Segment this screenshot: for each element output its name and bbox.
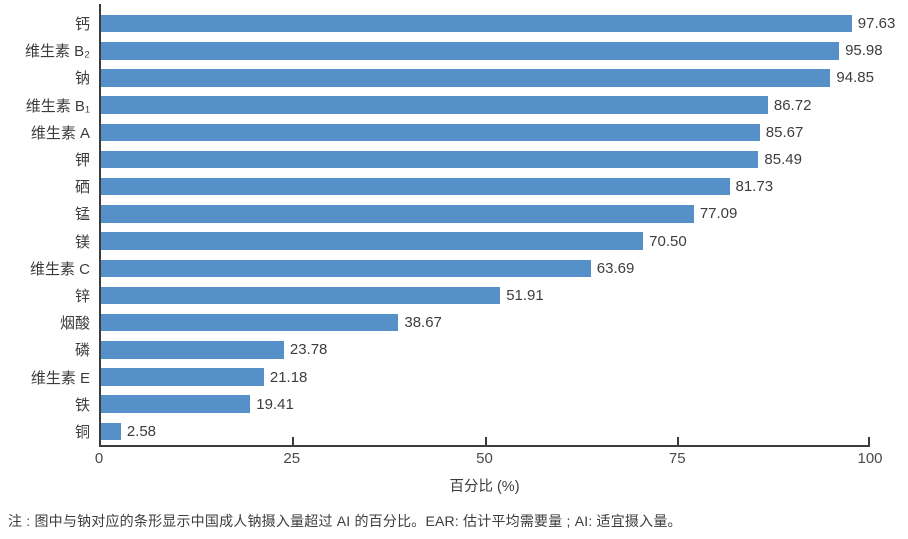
bar-track: 81.73 (99, 177, 870, 196)
x-tick-mark (291, 437, 294, 445)
bar-row: 烟酸 38.67 (0, 309, 908, 336)
bar (101, 42, 840, 60)
x-tick-label: 100 (857, 450, 883, 467)
value-label: 70.50 (649, 232, 687, 250)
category-label: 维生素 E (30, 369, 90, 387)
bar (101, 341, 284, 359)
x-tick-label: 75 (668, 450, 686, 467)
value-label: 38.67 (404, 314, 442, 332)
bar-row: 维生素 E 21.18 (0, 363, 908, 390)
bar-row: 铜 2.58 (0, 418, 908, 445)
x-tick-label: 50 (476, 450, 493, 467)
category-label: 铜 (74, 423, 90, 441)
bar (101, 177, 730, 196)
value-label: 2.58 (126, 422, 157, 440)
bar (101, 313, 399, 332)
category-label: 硒 (74, 179, 90, 197)
value-label: 85.67 (765, 123, 804, 141)
bar-rows: 钙 97.63 维生素 B₂ 95.98 钠 94.85 维生素 B₁ 86.7… (0, 10, 908, 445)
bar (101, 286, 501, 305)
bar-row: 锌 51.91 (0, 282, 908, 309)
bar-row: 维生素 B₂ 95.98 (0, 37, 908, 64)
value-label: 21.18 (269, 368, 308, 386)
bar-track: 95.98 (99, 42, 883, 60)
bar-track: 97.63 (99, 14, 895, 33)
category-label: 钙 (74, 16, 90, 34)
value-label: 51.91 (506, 286, 544, 304)
bar-track: 86.72 (99, 96, 870, 114)
bar-track: 85.67 (99, 123, 870, 142)
bar (101, 205, 694, 223)
value-label: 19.41 (256, 395, 294, 413)
bar (101, 232, 644, 250)
bar-row: 铁 19.41 (0, 391, 908, 418)
bar-track: 19.41 (99, 395, 870, 413)
bar-chart: 钙 97.63 维生素 B₂ 95.98 钠 94.85 维生素 B₁ 86.7… (0, 4, 908, 495)
bar-track: 23.78 (99, 341, 870, 359)
x-axis-tick-labels: 0 25 50 75 100 (95, 447, 883, 469)
x-tick-mark (484, 437, 487, 445)
bar-track: 2.58 (99, 422, 870, 441)
value-label: 85.49 (764, 151, 802, 169)
bar-row: 硒 81.73 (0, 173, 908, 200)
bar (101, 69, 831, 87)
category-label: 锌 (74, 287, 90, 305)
bar-row: 维生素 A 85.67 (0, 119, 908, 146)
bar-track: 94.85 (99, 69, 874, 87)
value-label: 23.78 (289, 341, 328, 359)
bar-row: 维生素 C 63.69 (0, 255, 908, 282)
bar-row: 钾 85.49 (0, 146, 908, 173)
bar (101, 14, 852, 33)
value-label: 95.98 (845, 42, 883, 60)
category-label: 维生素 A (30, 124, 90, 142)
category-label: 钠 (74, 70, 90, 88)
x-tick-mark (868, 437, 870, 445)
x-tick-label: 0 (94, 450, 104, 467)
bar-row: 磷 23.78 (0, 336, 908, 363)
category-label: 维生素 B₁ (25, 97, 90, 115)
footnote: 注 : 图中与钠对应的条形显示中国成人钠摄入量超过 AI 的百分比。EAR: 估… (8, 513, 682, 529)
value-label: 94.85 (836, 69, 874, 87)
bar-track: 85.49 (99, 150, 870, 169)
bar-track: 21.18 (99, 368, 870, 386)
y-axis-line (99, 4, 101, 446)
bar (101, 395, 251, 413)
bar (101, 422, 121, 441)
bar (101, 96, 768, 114)
bar-track: 51.91 (99, 286, 870, 305)
value-label: 63.69 (596, 259, 635, 277)
bar-row: 镁 70.50 (0, 228, 908, 255)
bar-track: 38.67 (99, 313, 870, 332)
category-label: 铁 (74, 396, 90, 414)
category-label: 维生素 B₂ (25, 43, 90, 61)
bar (101, 259, 591, 278)
category-label: 烟酸 (59, 315, 90, 333)
bar-track: 63.69 (99, 259, 870, 278)
bar-track: 70.50 (99, 232, 870, 250)
bar-track: 77.09 (99, 205, 870, 223)
bar (101, 123, 760, 142)
category-label: 维生素 C (29, 260, 90, 278)
x-tick-label: 25 (283, 450, 301, 467)
bar-row: 钠 94.85 (0, 64, 908, 91)
x-tick-mark (677, 437, 680, 445)
value-label: 81.73 (735, 178, 774, 196)
category-label: 钾 (74, 152, 90, 170)
value-label: 86.72 (773, 96, 812, 114)
value-label: 97.63 (857, 15, 896, 33)
bar (101, 368, 264, 386)
category-label: 锰 (74, 206, 90, 224)
bar-row: 锰 77.09 (0, 200, 908, 227)
value-label: 77.09 (699, 205, 738, 223)
bar (101, 150, 759, 169)
x-axis-title: 百分比 (%) (449, 479, 520, 495)
bar-row: 维生素 B₁ 86.72 (0, 92, 908, 119)
bar-row: 钙 97.63 (0, 10, 908, 37)
category-label: 磷 (74, 342, 90, 360)
x-axis-line x-axis-ticks (99, 437, 870, 447)
category-label: 镁 (74, 233, 90, 251)
